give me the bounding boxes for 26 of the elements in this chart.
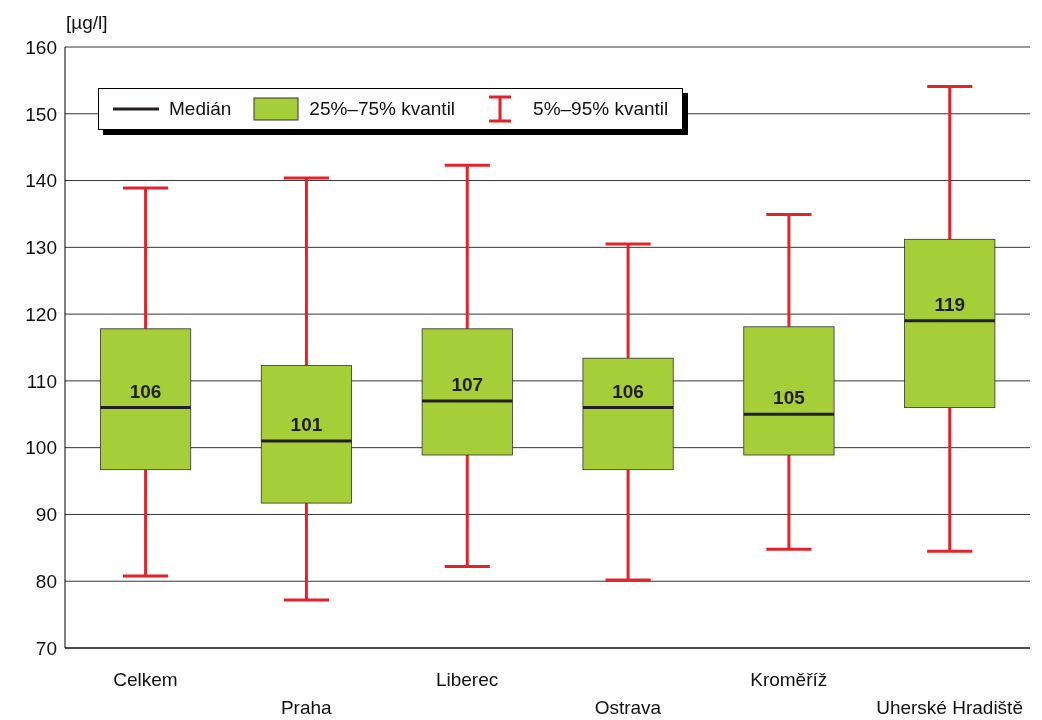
y-tick-label: 90 — [35, 504, 57, 526]
x-tick-label: Uherské Hradiště — [876, 697, 1023, 718]
y-tick-label: 140 — [25, 170, 57, 192]
text: 101 — [290, 413, 323, 435]
y-tick-label: 130 — [25, 237, 57, 259]
annotation: 5%–95% kvantil — [533, 98, 669, 120]
y-tick-label: 80 — [35, 570, 57, 592]
y-tick-label: 150 — [25, 103, 57, 125]
y-tick-label: 70 — [35, 637, 57, 659]
y-tick-label: 100 — [25, 437, 57, 459]
text: 105 — [773, 387, 805, 409]
x-tick-label: Liberec — [435, 669, 499, 690]
x-tick-label: Kroměříž — [750, 669, 828, 690]
x-tick-label: Ostrava — [594, 697, 662, 718]
y-tick-label: 110 — [26, 370, 57, 392]
text: 107 — [451, 373, 484, 395]
y-tick-label: 160 — [25, 36, 57, 58]
x-tick-label: Celkem — [113, 669, 178, 690]
y-axis-title: [µg/l] — [66, 12, 108, 34]
y-tick-label: 120 — [25, 303, 57, 325]
text: 106 — [129, 380, 162, 402]
text: 106 — [612, 380, 644, 402]
legend-label: 25%–75% kvantil — [309, 98, 456, 120]
text: 119 — [934, 293, 966, 315]
annotation: Medián — [169, 98, 232, 120]
x-tick-label: Praha — [280, 697, 333, 718]
